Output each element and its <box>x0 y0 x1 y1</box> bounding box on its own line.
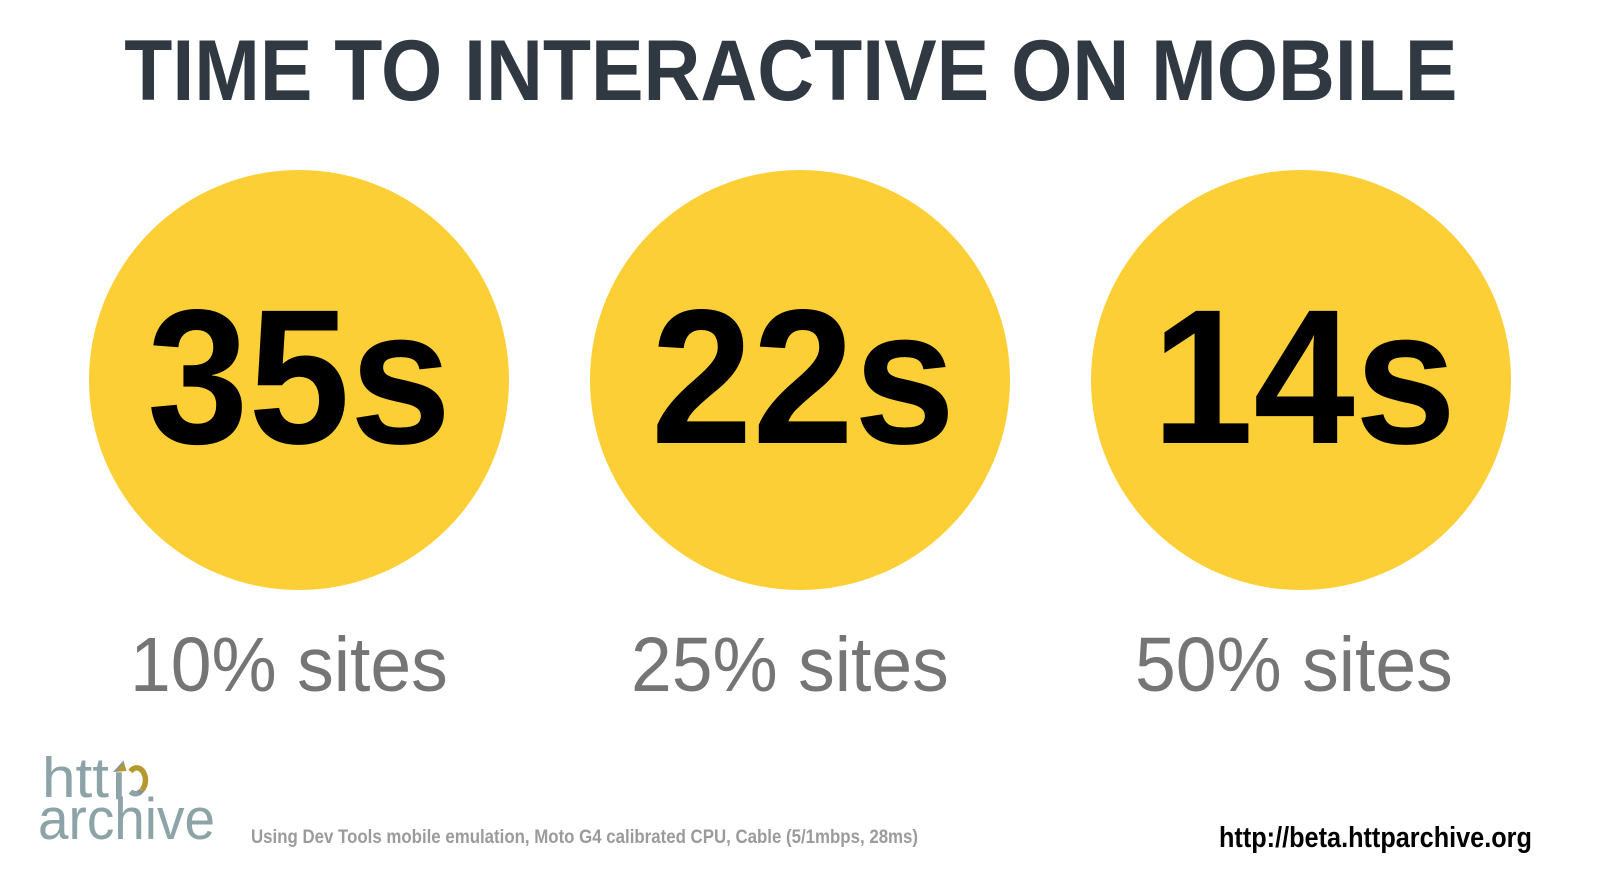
svg-text:htt: htt <box>42 746 109 810</box>
svg-text:archive: archive <box>38 787 215 852</box>
